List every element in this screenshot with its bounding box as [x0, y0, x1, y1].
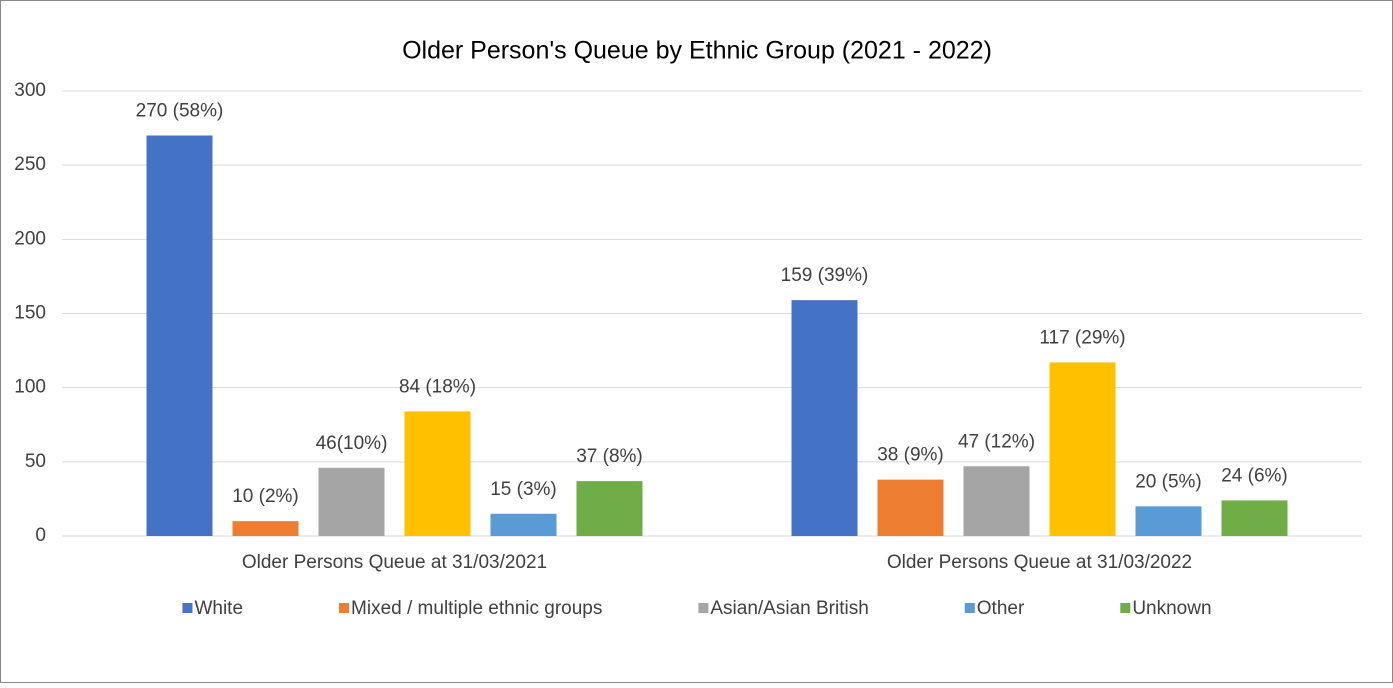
legend-label: Asian/Asian British	[710, 598, 868, 619]
legend-label: Unknown	[1132, 598, 1211, 619]
bar	[576, 481, 643, 536]
bar	[1135, 506, 1202, 536]
data-label: 46(10%)	[316, 433, 388, 454]
y-tick-label: 50	[25, 451, 46, 472]
data-label: 20 (5%)	[1135, 471, 1202, 492]
data-label: 117 (29%)	[1039, 327, 1125, 348]
y-tick-label: 200	[14, 228, 46, 249]
legend-swatch	[339, 603, 350, 613]
y-tick-label: 250	[14, 154, 46, 175]
y-tick-label: 0	[35, 525, 46, 546]
x-tick-label: Older Persons Queue at 31/03/2022	[887, 552, 1192, 573]
x-tick-label: Older Persons Queue at 31/03/2021	[242, 552, 547, 573]
legend-label: Mixed / multiple ethnic groups	[351, 598, 602, 619]
legend-swatch	[698, 603, 709, 613]
data-label: 84 (18%)	[399, 376, 476, 397]
bar	[791, 300, 858, 536]
bar	[146, 135, 213, 536]
legend-label: Other	[977, 598, 1025, 619]
data-label: 159 (39%)	[781, 265, 869, 286]
bar	[1049, 362, 1116, 536]
y-tick-label: 150	[14, 303, 46, 324]
data-label: 10 (2%)	[232, 486, 299, 507]
legend-swatch	[182, 603, 193, 613]
bar	[877, 479, 944, 536]
bar	[232, 521, 299, 536]
data-label: 37 (8%)	[576, 446, 643, 467]
data-label: 38 (9%)	[877, 445, 944, 466]
data-label: 24 (6%)	[1221, 465, 1288, 486]
legend-swatch	[1120, 603, 1131, 613]
y-tick-label: 300	[14, 80, 46, 101]
bar	[1221, 500, 1288, 536]
legend-swatch	[964, 603, 975, 613]
chart-title: Older Person's Queue by Ethnic Group (20…	[402, 37, 992, 65]
bar	[963, 466, 1030, 536]
data-label: 47 (12%)	[958, 431, 1035, 452]
bar	[404, 411, 471, 536]
y-tick-label: 100	[14, 377, 46, 398]
data-label: 270 (58%)	[136, 101, 224, 122]
legend-label: White	[194, 598, 243, 619]
bar	[318, 467, 385, 536]
data-label: 15 (3%)	[490, 479, 557, 500]
bar	[490, 513, 557, 536]
